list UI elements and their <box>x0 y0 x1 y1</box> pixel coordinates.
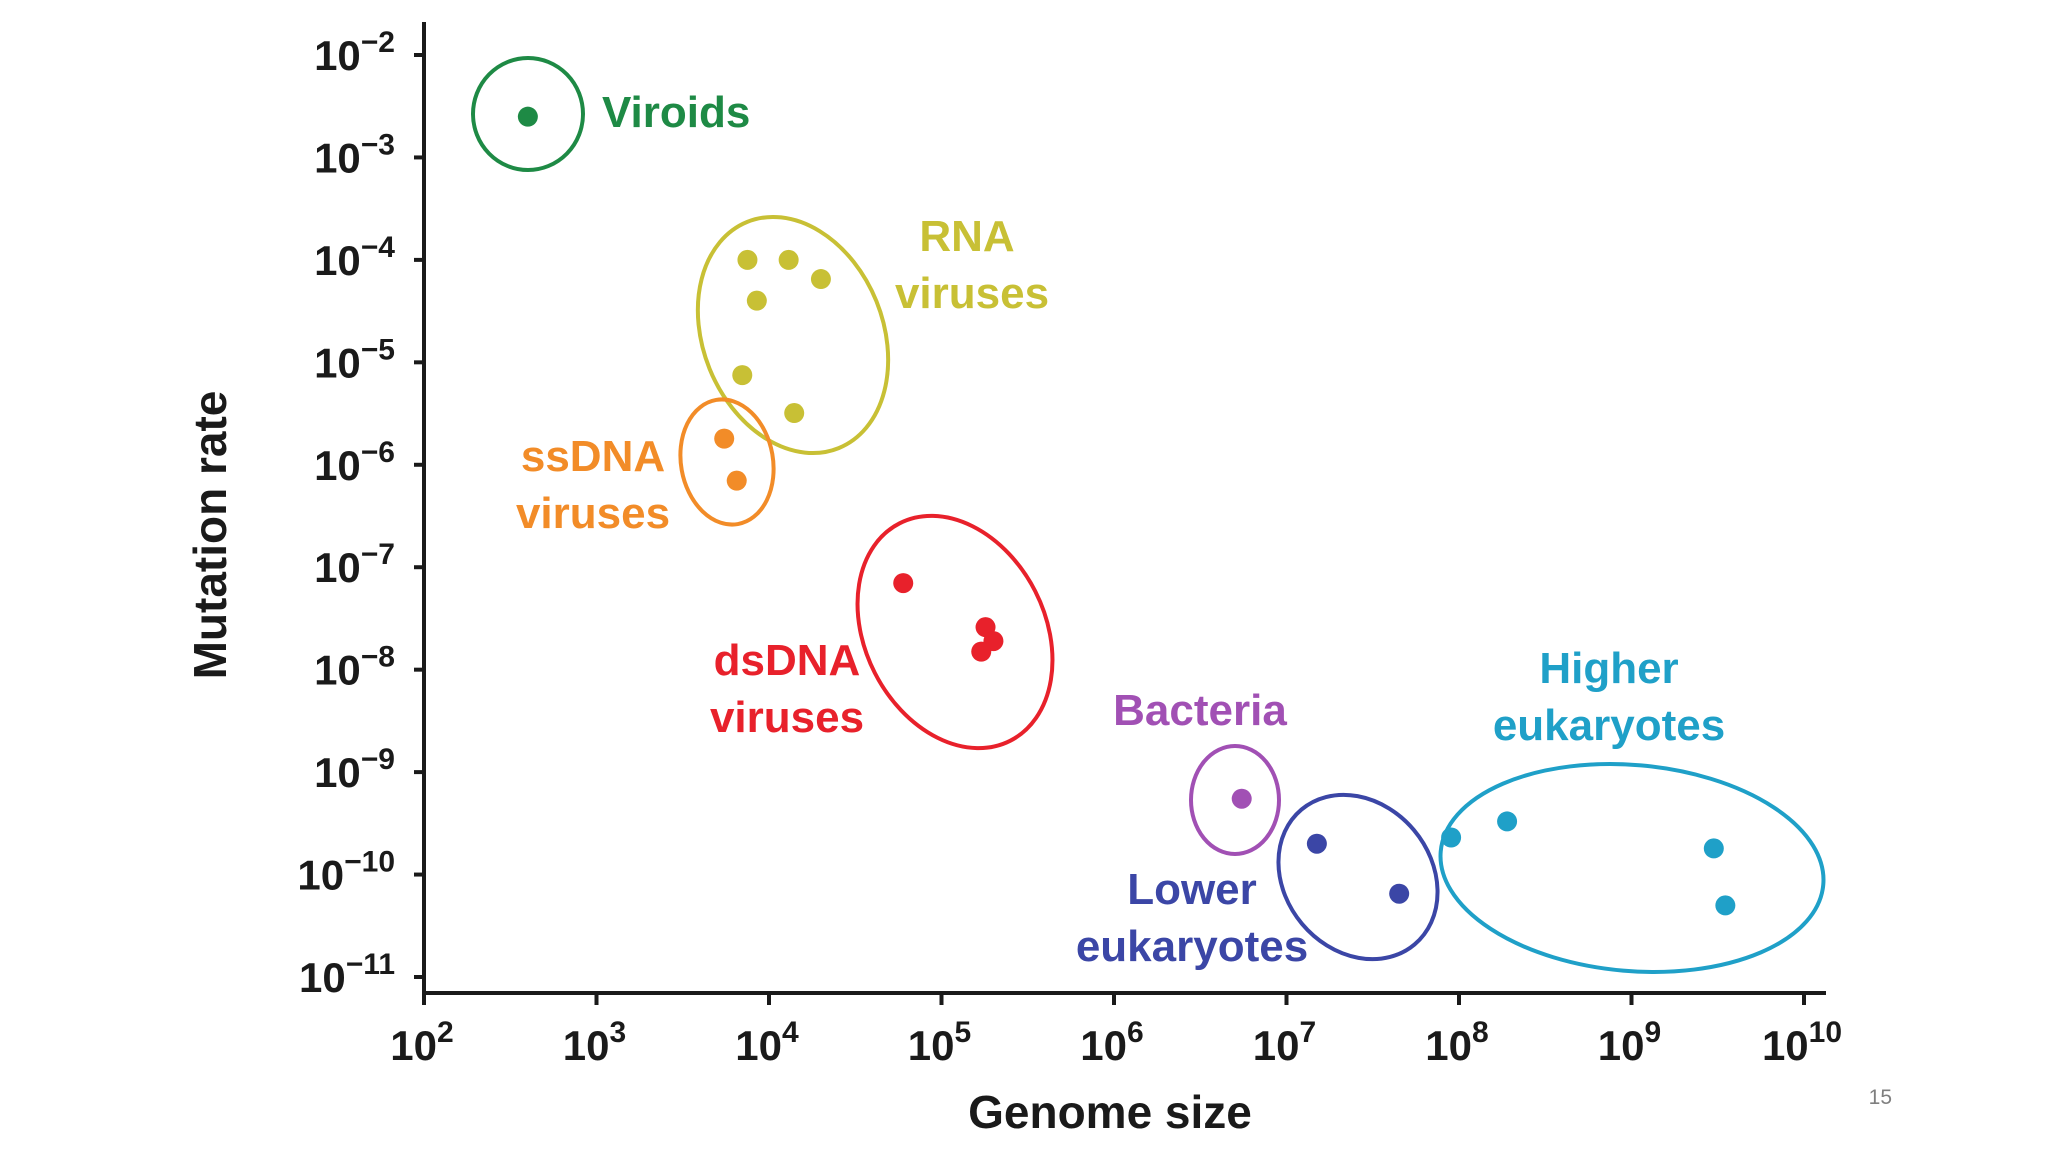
group-label: viruses <box>516 489 670 538</box>
y-tick-label: 10−2 <box>314 26 395 79</box>
group-label: viruses <box>710 693 864 742</box>
x-axis-title: Genome size <box>968 1086 1252 1138</box>
x-tick-label: 103 <box>563 1016 626 1069</box>
group-label: eukaryotes <box>1076 922 1308 971</box>
data-point <box>517 106 538 127</box>
group-ring <box>1189 744 1281 856</box>
group-label: viruses <box>895 269 1049 318</box>
x-tick-label: 106 <box>1080 1016 1143 1069</box>
group-label: ssDNA <box>521 432 665 481</box>
y-tick-label: 10−9 <box>314 743 395 796</box>
group-label: RNA <box>919 212 1014 261</box>
data-point <box>1306 833 1327 854</box>
y-tick-label: 10−4 <box>314 231 395 284</box>
data-point <box>893 573 914 594</box>
y-axis-title: Mutation rate <box>184 391 236 680</box>
data-point <box>810 269 831 290</box>
data-point <box>1703 838 1724 859</box>
group-label: Bacteria <box>1113 686 1287 735</box>
y-tick-label: 10−10 <box>297 846 395 899</box>
group-label: eukaryotes <box>1493 701 1725 750</box>
group-ring <box>471 56 585 172</box>
data-point <box>746 290 767 311</box>
data-point <box>1497 811 1518 832</box>
data-point <box>1389 883 1410 904</box>
data-point <box>971 641 992 662</box>
group-ring <box>695 214 891 456</box>
group-label: dsDNA <box>714 636 861 685</box>
data-point <box>1715 895 1736 916</box>
x-tick-label: 102 <box>390 1016 453 1069</box>
group-ring <box>855 513 1055 751</box>
group-ring <box>678 397 776 527</box>
y-tick-label: 10−3 <box>314 128 395 181</box>
data-point <box>732 365 753 386</box>
y-tick-label: 10−8 <box>314 641 395 694</box>
group-ring <box>1438 762 1826 974</box>
data-point <box>784 403 805 424</box>
data-point <box>1231 788 1252 809</box>
data-point <box>737 249 758 270</box>
group-ring <box>1276 792 1440 962</box>
slide-number: 15 <box>1868 1086 1892 1109</box>
data-point <box>726 470 747 491</box>
data-point <box>778 249 799 270</box>
x-tick-label: 105 <box>908 1016 971 1069</box>
x-tick-label: 109 <box>1598 1016 1661 1069</box>
x-tick-label: 107 <box>1253 1016 1316 1069</box>
group-label: Higher <box>1539 644 1678 693</box>
data-point <box>714 428 735 449</box>
y-tick-label: 10−5 <box>314 333 395 386</box>
x-tick-label: 1010 <box>1762 1016 1842 1069</box>
data-point <box>1441 827 1462 848</box>
x-tick-label: 108 <box>1425 1016 1488 1069</box>
x-tick-label: 104 <box>735 1016 799 1069</box>
y-tick-label: 10−6 <box>314 436 395 489</box>
group-label: Viroids <box>602 88 750 137</box>
group-label: Lower <box>1127 865 1257 914</box>
y-tick-label: 10−11 <box>299 948 395 1001</box>
y-tick-label: 10−7 <box>314 538 395 591</box>
